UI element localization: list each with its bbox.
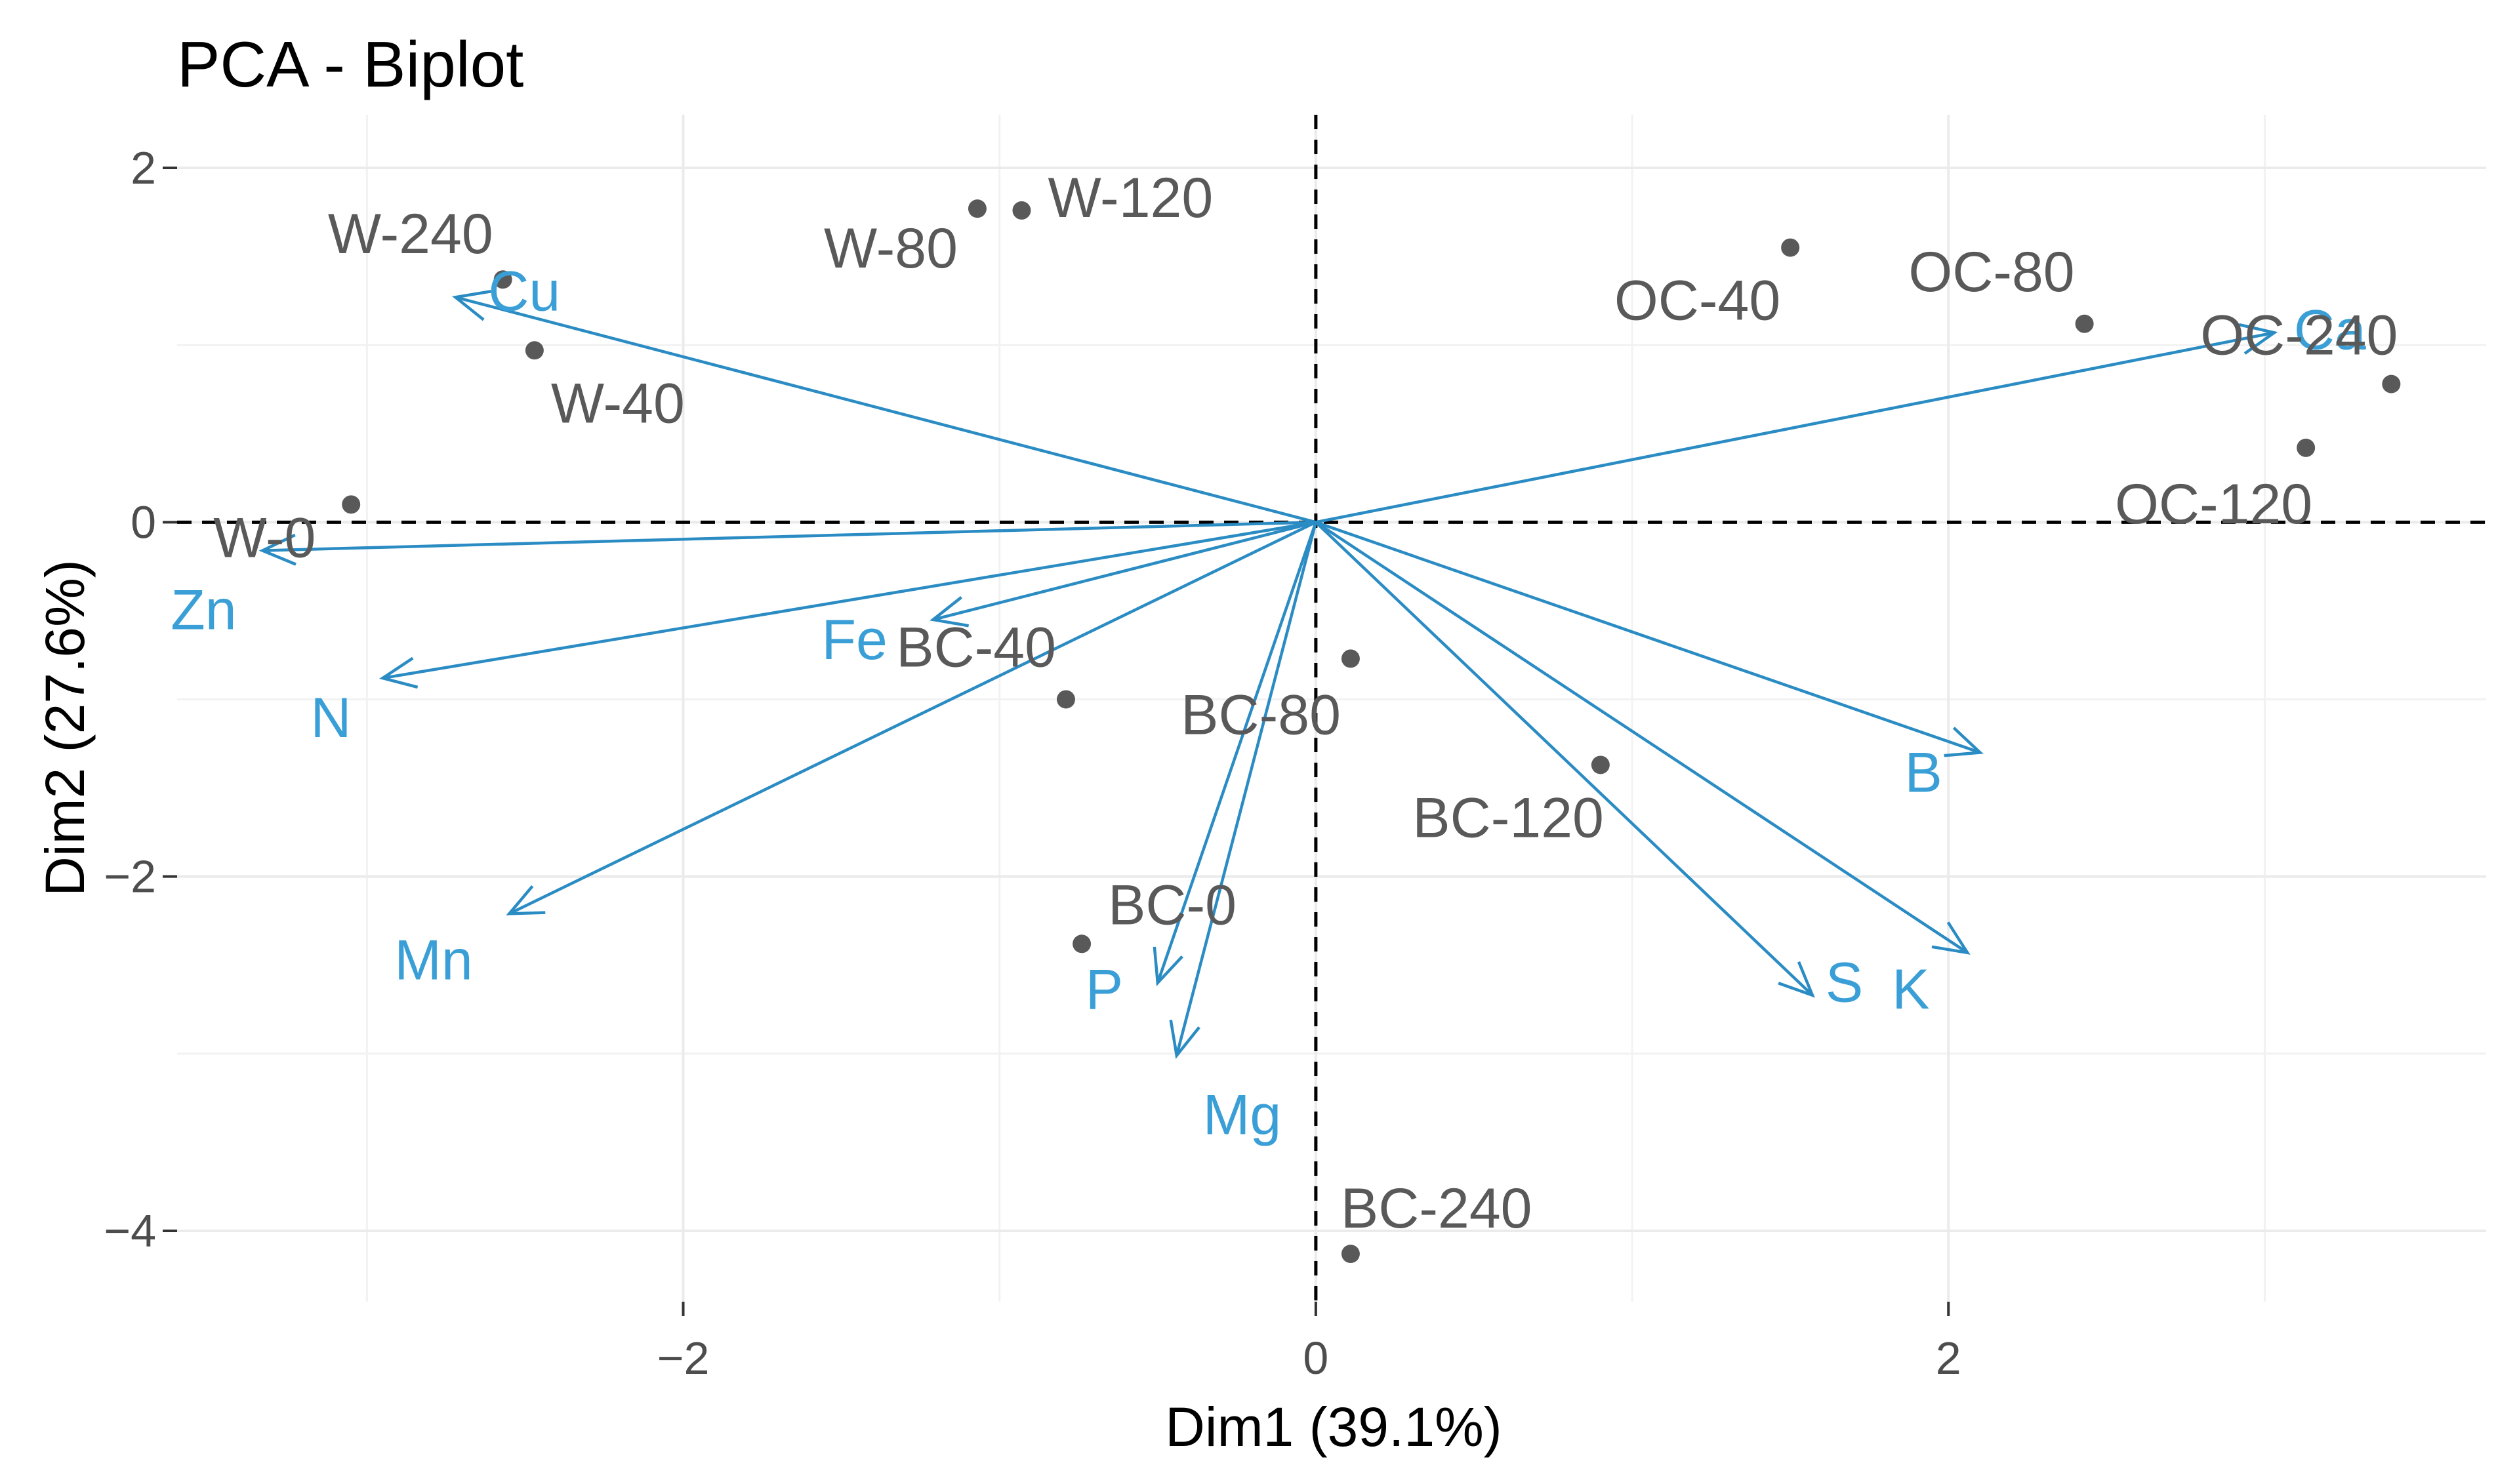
point-W-80 [968,199,987,218]
arrow-Mn [508,521,1317,915]
arrow-Mg [1175,521,1318,1056]
variable-label-Fe: Fe [821,609,887,672]
point-label-OC-40: OC-40 [1614,270,1780,332]
variable-label-Cu: Cu [488,260,560,323]
individual-points [342,199,2401,1264]
arrowhead-Fe [930,596,970,628]
point-label-W-0: W-0 [213,506,316,569]
point-W-40 [525,341,544,360]
arrow-N [382,521,1317,680]
y-tick-label: 0 [131,496,156,548]
point-label-BC-240: BC-240 [1341,1177,1532,1240]
arrow-Cu [455,296,1317,524]
chart-title: PCA - Biplot [177,28,523,100]
arrow-S [1315,521,1814,997]
variable-label-K: K [1892,958,1929,1021]
y-axis-title: Dim2 (27.6%) [34,559,96,896]
axes: −2 0 2 2 0 −2 −4 [104,142,1961,1384]
variable-label-Mn: Mn [394,929,472,992]
point-BC-40 [1056,690,1075,709]
reference-lines [177,115,2486,1302]
point-label-BC-80: BC-80 [1181,683,1341,746]
point-BC-80 [1341,649,1360,668]
point-label-BC-40: BC-40 [896,616,1056,679]
arrowhead-Mg [1169,1019,1200,1059]
point-label-OC-120: OC-120 [2115,473,2312,536]
variable-label-S: S [1826,952,1863,1014]
y-tick-label: −2 [104,851,156,902]
arrow-B [1315,521,1981,754]
point-label-OC-240: OC-240 [2200,304,2398,367]
arrowhead-Ca [2238,323,2278,355]
point-BC-240 [1341,1245,1360,1264]
arrow-Ca [1315,331,2275,524]
arrowhead-S [1778,961,1815,998]
x-tick-label: −2 [657,1333,710,1384]
arrow-P [1156,521,1318,984]
x-tick-label: 2 [1936,1333,1961,1384]
variable-label-N: N [310,687,351,750]
y-tick-label: −4 [104,1205,156,1256]
grid-layer [177,115,2486,1302]
point-W-120 [1012,201,1031,220]
arrowhead-N [379,656,419,689]
arrowhead-P [1153,946,1183,986]
point-label-OC-80: OC-80 [1908,241,2074,304]
point-label-BC-0: BC-0 [1108,873,1237,936]
variable-label-Zn: Zn [171,579,236,642]
variable-label-Ca: Ca [2294,298,2366,361]
arrowhead-Cu [451,290,491,321]
arrowhead-B [1944,727,1984,757]
point-label-W-120: W-120 [1048,167,1213,230]
x-tick-label: 0 [1303,1333,1328,1384]
point-label-W-80: W-80 [824,217,958,280]
variable-label-P: P [1086,959,1123,1022]
labels: Cu Ca Zn N Fe Mn P Mg B S K W-240 W-40 W-0 W-80 W-120 OC… [171,167,2398,1240]
arrow-Zn [262,521,1316,552]
point-label-W-40: W-40 [551,372,685,435]
point-label-W-240: W-240 [328,203,493,266]
arrowhead-Zn [258,533,297,566]
point-OC-240 [2382,374,2401,393]
x-axis-title: Dim1 (39.1%) [1165,1396,1502,1458]
point-BC-120 [1591,755,1610,774]
point-W-0 [342,495,361,514]
arrowhead-K [1931,921,1971,955]
point-OC-40 [1781,238,1800,257]
arrow-K [1315,521,1969,954]
point-OC-80 [2075,314,2094,333]
variable-label-Mg: Mg [1203,1083,1281,1146]
y-tick-label: 2 [131,142,156,193]
point-label-BC-120: BC-120 [1412,786,1604,849]
variable-arrows [258,290,2278,1059]
arrow-Fe [932,521,1317,622]
point-OC-120 [2297,438,2316,457]
point-W-240 [493,270,512,289]
point-BC-0 [1073,934,1092,953]
variable-label-B: B [1904,742,1942,805]
arrowhead-Mn [506,885,546,915]
